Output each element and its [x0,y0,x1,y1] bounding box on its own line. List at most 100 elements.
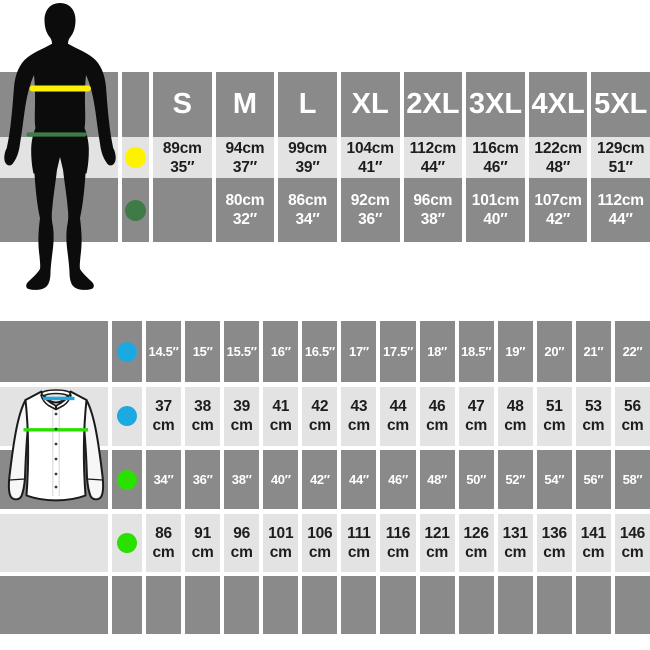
size-header-cell: S [153,72,212,137]
measurement-cell: 56 cm [614,386,650,446]
chest-dot-cell [112,513,142,572]
empty-cell [185,576,221,634]
collar-dot-cell [112,386,142,446]
measurement-cell: 46″ [380,450,416,509]
measurement-cell: 15.5″ [224,321,260,382]
measurement-cell: 51 cm [536,386,572,446]
size-header-cell: L [278,72,337,137]
measurement-cell: 111 cm [341,513,377,572]
chest-dot-cell [122,137,149,178]
measurement-cell: 107cm 42″ [528,178,588,242]
empty-cell [146,576,182,634]
measurement-cell: 22″ [614,321,650,382]
blue-collar-dot-icon [117,406,137,426]
size-header-cell: 5XL [591,72,650,137]
empty-cell [224,576,260,634]
size-header-cell: 3XL [466,72,525,137]
measurement-cell: 101cm 40″ [466,178,525,242]
measurement-cell: 94cm 37″ [215,137,275,178]
measurement-cell: 104cm 41″ [340,137,400,178]
measurement-cell: 46 cm [419,386,455,446]
measurement-cell: 92cm 36″ [340,178,400,242]
green-chest-dot-icon [117,469,137,490]
measurement-cell: 54″ [536,450,572,509]
empty-cell [302,576,338,634]
waist-dot-cell [122,178,149,242]
size-header-cell: XL [340,72,400,137]
measurement-cell: 36″ [185,450,221,509]
measurement-cell: 16″ [263,321,299,382]
measurement-cell: 91 cm [185,513,221,572]
yellow-chest-dot-icon [125,147,146,168]
measurement-cell [153,178,212,242]
measurement-cell: 50″ [458,450,494,509]
measurement-cell: 20″ [536,321,572,382]
measurement-cell: 41 cm [263,386,299,446]
band-cell [0,513,108,572]
measurement-cell: 141 cm [575,513,611,572]
measurement-cell: 21″ [575,321,611,382]
band-cell [0,576,108,634]
measurement-cell: 80cm 32″ [215,178,275,242]
empty-cell [536,576,572,634]
measurement-cell: 47 cm [458,386,494,446]
empty-cell [419,576,455,634]
measurement-cell: 121 cm [419,513,455,572]
measurement-cell: 53 cm [575,386,611,446]
measurement-cell: 37 cm [146,386,182,446]
empty-cell [575,576,611,634]
measurement-cell: 44″ [341,450,377,509]
measurement-cell: 86cm 34″ [278,178,337,242]
measurement-cell: 16.5″ [302,321,338,382]
shirt-size-table: 14.5″ 15″ 15.5″ 16″ 16.5″ 17″ 17.5″ 18″ … [0,321,650,634]
measurement-cell: 126 cm [458,513,494,572]
band-cell [0,321,108,382]
measurement-cell: 112cm 44″ [403,137,463,178]
empty-cell [380,576,416,634]
band-cell [0,178,118,242]
measurement-cell: 18″ [419,321,455,382]
empty-cell [458,576,494,634]
chest-dot-cell [112,450,142,509]
measurement-cell: 17.5″ [380,321,416,382]
measurement-cell: 131 cm [497,513,533,572]
measurement-cell: 34″ [146,450,182,509]
measurement-cell: 116cm 46″ [466,137,525,178]
measurement-cell: 17″ [341,321,377,382]
measurement-cell: 19″ [497,321,533,382]
measurement-cell: 116 cm [380,513,416,572]
measurement-cell: 43 cm [341,386,377,446]
shirt-buttons [54,412,58,489]
measurement-cell: 40″ [263,450,299,509]
collar-dot-cell [112,321,142,382]
measurement-cell: 38 cm [185,386,221,446]
measurement-cell: 86 cm [146,513,182,572]
measurement-cell: 96 cm [224,513,260,572]
measurement-cell: 146 cm [614,513,650,572]
measurement-cell: 18.5″ [458,321,494,382]
empty-cell [614,576,650,634]
measurement-cell: 56″ [575,450,611,509]
measurement-cell: 15″ [185,321,221,382]
empty-cell [263,576,299,634]
empty-cell [497,576,533,634]
measurement-cell: 58″ [614,450,650,509]
dot-column-cell [122,72,149,137]
measurement-cell: 122cm 48″ [528,137,588,178]
size-header-cell: 4XL [528,72,588,137]
size-header-cell: M [215,72,275,137]
measurement-cell: 106 cm [302,513,338,572]
measurement-cell: 99cm 39″ [278,137,337,178]
green-chest-dot-icon [117,532,137,553]
measurement-cell: 136 cm [536,513,572,572]
measurement-cell: 44 cm [380,386,416,446]
measurement-cell: 39 cm [224,386,260,446]
body-size-table: S M L XL 2XL 3XL 4XL 5XL 89cm 35″ 94cm 3… [0,72,650,242]
measurement-cell: 42 cm [302,386,338,446]
shirt-outline-icon [7,389,105,502]
measurement-cell: 89cm 35″ [153,137,212,178]
measurement-cell: 129cm 51″ [591,137,650,178]
measurement-cell: 52″ [497,450,533,509]
measurement-cell: 42″ [302,450,338,509]
